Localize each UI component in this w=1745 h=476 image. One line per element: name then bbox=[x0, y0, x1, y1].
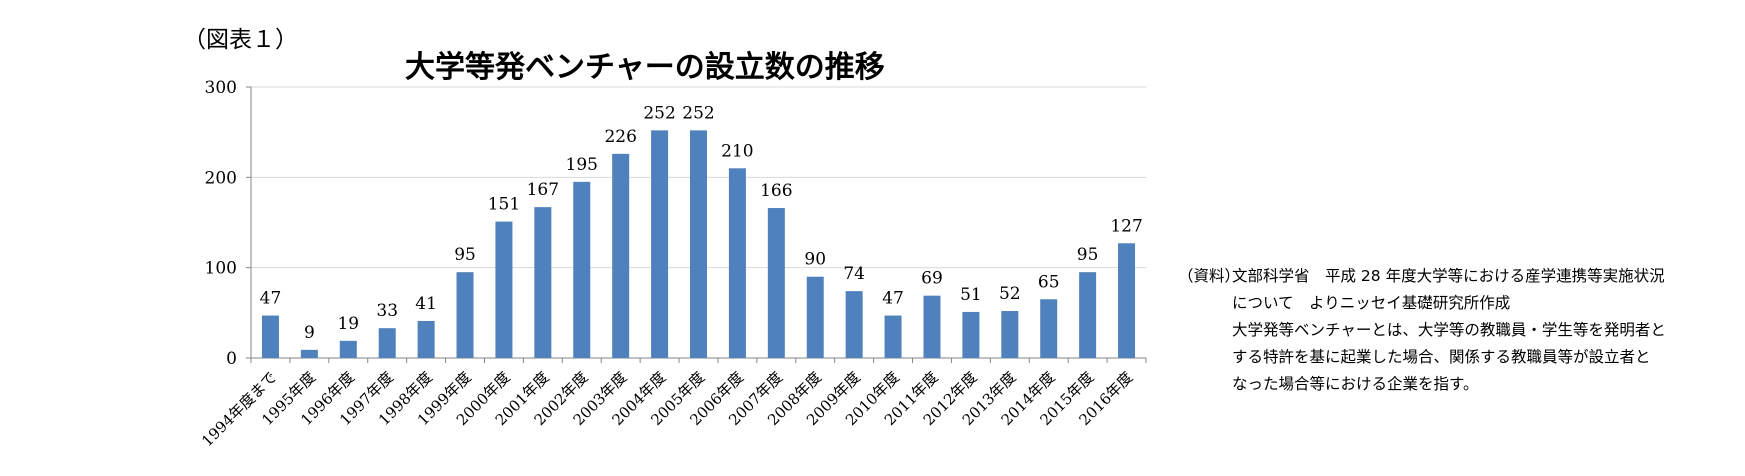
data-label: 151 bbox=[488, 195, 520, 215]
y-tick-label: 0 bbox=[226, 349, 237, 369]
data-label: 47 bbox=[882, 289, 904, 309]
source-line: なった場合等における企業を指す。 bbox=[1232, 375, 1479, 393]
bar bbox=[728, 168, 746, 358]
data-labels: 47 9 19 33 41 95 151 167 195 226 252 252 210 166 90 74 4… bbox=[260, 103, 1143, 343]
bar bbox=[417, 320, 435, 358]
data-label: 226 bbox=[604, 127, 636, 147]
bar bbox=[1079, 272, 1097, 358]
bar bbox=[339, 340, 357, 358]
bar bbox=[1040, 299, 1058, 358]
bar bbox=[300, 349, 318, 358]
bar bbox=[1118, 243, 1136, 358]
data-label: 252 bbox=[643, 103, 675, 123]
source-note: （資料） 文部科学省 平成 28 年度大学等における産学連携等実施状況 について… bbox=[1178, 263, 1738, 398]
data-label: 9 bbox=[304, 323, 315, 343]
bar bbox=[612, 153, 630, 358]
data-label: 74 bbox=[843, 264, 865, 284]
x-tick-labels: 1994年度まで1995年度1996年度1997年度1998年度1999年度20… bbox=[198, 368, 1136, 450]
bar bbox=[456, 272, 474, 358]
data-label: 167 bbox=[527, 180, 559, 200]
data-label: 210 bbox=[721, 141, 753, 161]
bar bbox=[767, 208, 785, 358]
bars bbox=[261, 130, 1136, 358]
data-label: 52 bbox=[999, 284, 1021, 304]
bar bbox=[690, 130, 707, 358]
source-tag: （資料） bbox=[1178, 267, 1241, 285]
data-label: 252 bbox=[682, 103, 714, 123]
data-label: 127 bbox=[1110, 216, 1142, 236]
bar bbox=[495, 221, 513, 358]
data-label: 195 bbox=[566, 155, 598, 175]
bar bbox=[261, 315, 279, 358]
bar bbox=[1001, 311, 1019, 358]
chart-title: 大学等発ベンチャーの設立数の推移 bbox=[405, 50, 885, 85]
source-line: 大学発等ベンチャーとは、大学等の教職員・学生等を発明者と bbox=[1232, 321, 1666, 339]
data-label: 90 bbox=[804, 250, 826, 270]
bar bbox=[962, 311, 980, 358]
data-label: 51 bbox=[960, 285, 982, 305]
bar bbox=[573, 181, 591, 358]
bar bbox=[884, 315, 902, 358]
data-label: 19 bbox=[337, 314, 359, 334]
data-label: 65 bbox=[1038, 272, 1060, 292]
bar bbox=[651, 130, 669, 358]
y-tick-label: 100 bbox=[205, 259, 237, 279]
bar bbox=[378, 328, 396, 358]
source-line: 文部科学省 平成 28 年度大学等における産学連携等実施状況 bbox=[1232, 267, 1665, 285]
data-label: 69 bbox=[921, 269, 943, 289]
data-label: 166 bbox=[760, 181, 792, 201]
data-label: 95 bbox=[1077, 245, 1099, 265]
figure-label: （図表１） bbox=[183, 27, 298, 53]
source-text: 文部科学省 平成 28 年度大学等における産学連携等実施状況 について よりニッ… bbox=[1232, 263, 1738, 398]
source-line: について よりニッセイ基礎研究所作成 bbox=[1232, 294, 1511, 312]
bar bbox=[534, 207, 552, 358]
bar bbox=[923, 295, 941, 358]
y-tick-labels: 0 100 200 300 bbox=[205, 78, 237, 369]
data-label: 47 bbox=[260, 289, 282, 309]
data-label: 95 bbox=[454, 245, 476, 265]
data-label: 41 bbox=[415, 294, 437, 314]
y-tick-label: 300 bbox=[205, 78, 237, 98]
source-line: する特許を基に起業した場合、関係する教職員等が設立者と bbox=[1232, 348, 1651, 366]
y-tick-label: 200 bbox=[205, 168, 237, 188]
bar bbox=[806, 276, 824, 358]
data-label: 33 bbox=[376, 301, 398, 321]
bar bbox=[845, 291, 863, 358]
